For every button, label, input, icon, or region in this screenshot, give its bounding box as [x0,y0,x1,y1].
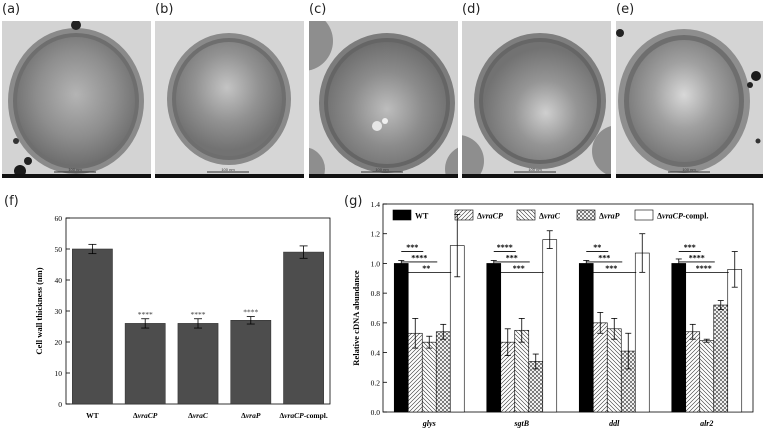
scalebar-label: 100 nm [68,167,82,172]
bar [421,341,437,413]
bar [486,263,502,413]
legend-swatch [576,209,596,221]
significance-label: **** [138,310,153,319]
significance-label: *** [598,253,610,262]
legend-label: ΔvraCP-compl. [657,212,708,221]
significance-label: *** [684,243,696,252]
significance-label: **** [191,310,206,319]
x-tick-label: glys [422,419,436,428]
legend-swatch [634,209,654,221]
y-tick-label: 20 [55,338,63,347]
significance-label: *** [406,243,418,252]
scalebar-label: 100 nm [528,167,542,172]
significance-label: **** [411,253,427,262]
panel-label-e: (e) [616,2,635,17]
y-tick-label: 0 [58,400,62,409]
x-tick-label: WT [86,411,99,420]
bar [230,320,272,405]
scalebar-label: 100 nm [682,167,696,172]
legend-swatch [516,209,536,221]
y-tick-label: 0.0 [371,408,381,417]
legend-label: ΔvraP [599,212,620,221]
bar [671,263,687,413]
y-tick-label: 0.6 [371,319,381,328]
significance-label: **** [497,243,513,252]
legend-swatch [392,209,412,221]
x-tick-label: ΔvraCP [133,411,158,420]
bar [542,239,558,413]
x-tick-label: ΔvraC [188,411,209,420]
significance-label: *** [513,264,525,273]
x-tick-label: alr2 [700,419,713,428]
x-tick-label: ΔvraCP-compl. [279,411,327,420]
significance-label: **** [696,264,712,273]
y-tick-label: 10 [55,369,63,378]
significance-label: **** [243,308,258,317]
bar [393,263,409,413]
tem-image-b: 100 nm [155,21,304,178]
y-tick-label: 0.4 [371,349,381,358]
bar [727,269,743,413]
bar [606,328,622,413]
bar [283,251,324,405]
bar [72,248,113,405]
plot-frame [382,203,754,413]
bar [177,323,219,405]
chart-cell-wall-thickness: 0 10 20 30 40 50 60 Cell wall thickness (nm) WT *… [34,214,331,420]
significance-label: ** [593,243,601,252]
bar [713,304,729,413]
scalebar-label: 100 nm [375,167,389,172]
scalebar-label: 100 nm [221,167,235,172]
panel-label-b: (b) [155,2,174,17]
y-tick-label: 30 [55,307,63,316]
panel-label-f: (f) [4,194,19,209]
y-axis-label: Cell wall thickness (nm) [34,267,44,354]
y-tick-label: 1.0 [371,259,381,268]
bar [592,322,608,413]
significance-label: *** [605,264,617,273]
significance-label: ** [422,264,430,273]
legend-label: WT [415,212,429,221]
significance-label: **** [689,253,705,262]
significance-label: *** [506,253,518,262]
tem-image-a: 100 nm [2,21,151,178]
panel-label-d: (d) [462,2,481,17]
y-tick-label: 0.2 [371,378,381,387]
x-tick-label: sgtB [513,419,529,428]
y-tick-label: 0.8 [371,289,381,298]
y-tick-label: 1.2 [371,230,381,239]
bar [685,331,701,413]
bar [124,323,166,405]
legend-swatch [454,209,474,221]
y-tick-label: 40 [55,276,63,285]
legend-label: ΔvraC [539,212,561,221]
tem-image-e: 100 nm [616,21,763,178]
y-axis-label: Relative cDNA abundance [351,270,361,366]
tem-image-c: 100 nm [309,21,458,178]
tem-image-d: 100 nm [462,21,611,178]
bar [634,252,650,413]
panel-label-a: (a) [2,2,21,17]
bar [699,340,715,413]
bar [435,331,451,413]
legend-label: ΔvraCP [477,212,503,221]
bar [578,263,594,413]
x-tick-label: ΔvraP [241,411,261,420]
panel-label-c: (c) [309,2,327,17]
chart-relative-cdna-abundance: 0.0 0.2 0.4 0.6 0.8 1.0 1.2 1.4 Relative cDNA ab… [351,200,754,428]
y-tick-label: 1.4 [371,200,381,209]
y-tick-label: 60 [55,214,63,223]
x-tick-label: ddl [609,419,620,428]
panel-label-g: (g) [344,194,363,209]
y-tick-label: 50 [55,245,63,254]
